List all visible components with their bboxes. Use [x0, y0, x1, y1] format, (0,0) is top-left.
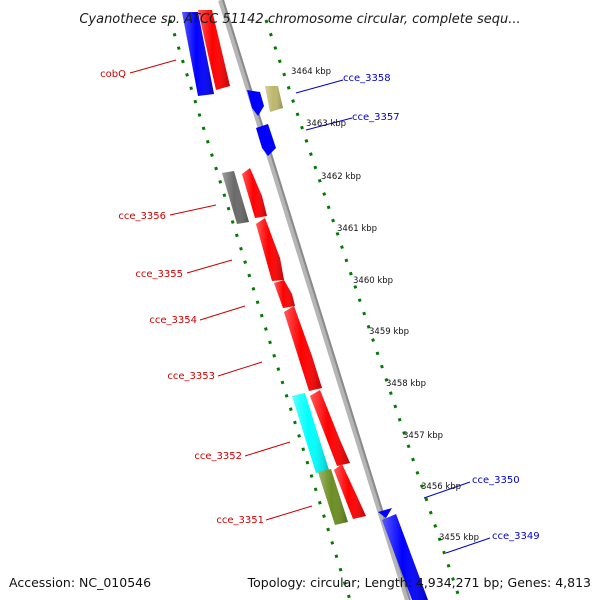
gene-label-cce-3356[interactable]: cce_3356: [118, 211, 166, 222]
tick-guides: [168, 19, 462, 600]
gene-label-cce-3353[interactable]: cce_3353: [167, 371, 215, 382]
gene-label-cce-3351[interactable]: cce_3351: [216, 515, 264, 526]
inner-tick-guide: [168, 19, 352, 600]
gene-features: [182, 10, 428, 600]
kbp-label: 3460 kbp: [353, 276, 393, 286]
gene-labels-right: cce_3358 cce_3357 cce_3350 cce_3349: [343, 73, 540, 542]
gene-label-cce-3355[interactable]: cce_3355: [135, 269, 183, 280]
gene-label-cce-3354[interactable]: cce_3354: [149, 315, 197, 326]
kbp-label: 3461 kbp: [337, 224, 377, 234]
kbp-label: 3459 kbp: [369, 327, 409, 337]
chromosome-backbone: [218, 0, 411, 600]
kbp-label: 3462 kbp: [321, 172, 361, 182]
kbp-label: 3455 kbp: [439, 533, 479, 543]
kbp-label: 3456 kbp: [421, 482, 461, 492]
gene-label-cce-3349[interactable]: cce_3349: [492, 531, 540, 542]
kbp-label: 3464 kbp: [291, 67, 331, 77]
gene-label-cce-3350[interactable]: cce_3350: [472, 475, 520, 486]
kbp-label: 3457 kbp: [403, 431, 443, 441]
gene-cce-3350[interactable]: [378, 508, 392, 518]
kbp-label: 3463 kbp: [306, 119, 346, 129]
map-title: Cyanothece sp. ATCC 51142 chromosome cir…: [79, 12, 520, 27]
gene-label-cce-3357[interactable]: cce_3357: [352, 112, 400, 123]
gene-label-cce-3358[interactable]: cce_3358: [343, 73, 391, 84]
accession-text: Accession: NC_010546: [9, 575, 151, 590]
leader-lines: [129, 59, 491, 554]
kbp-label: 3458 kbp: [386, 379, 426, 389]
gene-label-cce-3352[interactable]: cce_3352: [194, 451, 242, 462]
gene-cce-3358-blue[interactable]: [247, 90, 264, 116]
kbp-tick-labels: 3464 kbp 3463 kbp 3462 kbp 3461 kbp 3460…: [291, 67, 479, 543]
topology-text: Topology: circular; Length: 4,934,271 bp…: [247, 575, 591, 590]
gene-labels-left: cobQ cce_3356 cce_3355 cce_3354 cce_3353…: [100, 69, 264, 526]
gene-cce-3357[interactable]: [256, 124, 276, 156]
gene-label-cobq[interactable]: cobQ: [100, 69, 126, 80]
